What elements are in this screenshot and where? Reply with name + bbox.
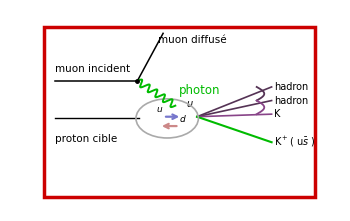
Text: proton cible: proton cible (55, 134, 117, 144)
Text: hadron: hadron (274, 95, 308, 106)
Text: photon: photon (179, 84, 221, 97)
Text: K$^+$( u$\bar{s}$ ): K$^+$( u$\bar{s}$ ) (274, 135, 315, 149)
Text: hadron: hadron (274, 82, 308, 92)
Text: u: u (157, 105, 162, 114)
Text: K: K (274, 109, 280, 119)
Text: muon incident: muon incident (55, 64, 130, 74)
Text: d: d (179, 115, 185, 124)
Text: muon diffusé: muon diffusé (158, 35, 226, 45)
Text: u: u (186, 99, 192, 109)
